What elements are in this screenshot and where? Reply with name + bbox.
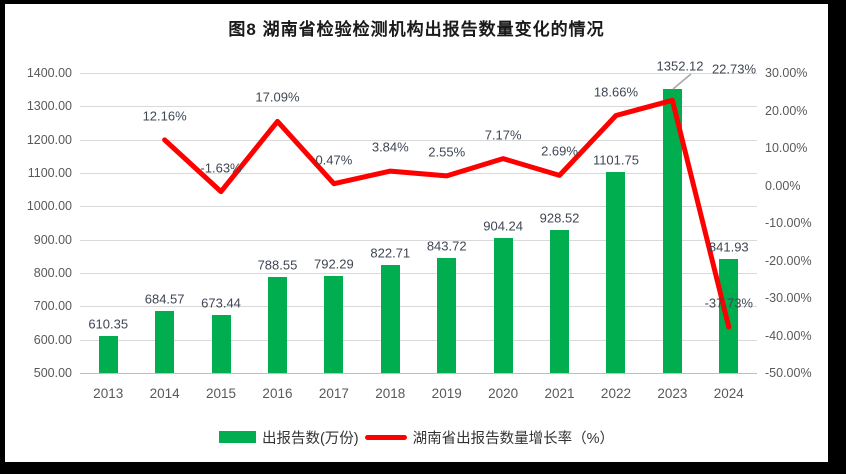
legend-line-label: 湖南省出报告数量增长率（%）: [412, 430, 615, 447]
report-count-bar: [606, 172, 626, 373]
left-axis-tick-label: 800.00: [33, 266, 72, 280]
left-axis-tick-label: 900.00: [33, 232, 72, 247]
left-axis-tick-label: 1200.00: [26, 132, 72, 147]
right-axis-tick-label: -50.00%: [765, 366, 812, 380]
left-axis-tick-label: 1000.00: [26, 199, 72, 214]
growth-rate-label: 12.16%: [142, 108, 187, 124]
bar-value-label: 928.52: [539, 210, 580, 226]
report-count-bar: [719, 259, 739, 373]
bar-value-label: 684.57: [144, 291, 185, 307]
left-axis-tick-label: 500.00: [33, 366, 72, 380]
bar-value-label: 1352.12: [656, 58, 704, 74]
right-axis-tick-label: -20.00%: [765, 253, 812, 268]
gridline: [80, 206, 757, 208]
x-axis-year-label: 2017: [318, 386, 349, 401]
growth-rate-label: 22.73%: [711, 61, 757, 77]
x-axis-year-label: 2013: [93, 386, 124, 401]
legend-bar-label: 出报告数(万份): [261, 430, 359, 447]
x-axis-year-label: 2018: [375, 386, 406, 401]
growth-rate-label: -37.73%: [704, 295, 753, 311]
bar-value-label: 843.72: [426, 238, 467, 254]
report-count-bar: [155, 311, 175, 373]
report-count-bar: [662, 88, 682, 373]
left-axis-tick-label: 1400.00: [26, 66, 72, 80]
bar-value-label: 792.29: [313, 256, 354, 272]
report-count-bar: [211, 315, 231, 373]
x-axis-year-label: 2024: [713, 386, 744, 401]
right-axis-tick-label: 0.00%: [765, 178, 801, 193]
chart-title: 图8 湖南省检验检测机构出报告数量变化的情况: [228, 20, 605, 39]
right-axis-tick-label: 10.00%: [765, 141, 808, 155]
gridline: [80, 373, 757, 374]
report-count-bar: [437, 258, 457, 373]
growth-rate-label: 7.17%: [484, 127, 522, 143]
growth-rate-label: 2.69%: [541, 143, 578, 159]
right-axis-tick-label: -30.00%: [765, 291, 812, 305]
report-count-bar: [550, 230, 570, 373]
x-axis-year-label: 2023: [657, 386, 688, 401]
bar-value-label: 788.55: [257, 257, 298, 273]
data-label-leader-line: [672, 73, 692, 90]
legend: 出报告数(万份) 湖南省出报告数量增长率（%）: [5, 426, 828, 448]
chart-canvas: 图8 湖南省检验检测机构出报告数量变化的情况 1400.00 1300.00 120…: [5, 4, 828, 462]
growth-rate-label: 18.66%: [593, 84, 638, 100]
gridline: [80, 73, 757, 74]
x-axis-year-label: 2019: [431, 386, 462, 401]
left-axis-tick-label: 1300.00: [26, 99, 72, 114]
report-count-bar: [98, 336, 118, 373]
report-count-bar: [380, 265, 400, 373]
x-axis-year-label: 2016: [262, 386, 293, 401]
x-axis-year-label: 2015: [206, 386, 237, 401]
x-axis-year-label: 2022: [600, 386, 631, 401]
bar-value-label: 904.24: [483, 218, 524, 234]
growth-rate-label: 3.84%: [371, 139, 409, 155]
bar-value-label: 841.93: [708, 239, 749, 255]
bar-value-label: 822.71: [370, 245, 411, 261]
legend-line-swatch-icon: [364, 434, 407, 440]
growth-rate-label: 2.55%: [428, 144, 466, 160]
report-count-bar: [493, 238, 513, 373]
bar-value-label: 1101.75: [592, 152, 639, 168]
right-axis-tick-label: 30.00%: [765, 66, 808, 80]
gridline: [80, 273, 757, 274]
growth-rate-label: -1.63%: [200, 160, 242, 176]
legend-bar-swatch-icon: [218, 431, 256, 443]
left-axis-tick-label: 600.00: [33, 332, 72, 347]
x-axis-year-label: 2014: [149, 386, 180, 401]
gridline: [80, 173, 757, 174]
right-axis-tick-label: -10.00%: [765, 216, 812, 230]
right-axis-tick-label: 20.00%: [765, 103, 808, 118]
gridline: [80, 339, 757, 341]
bar-value-label: 673.44: [201, 295, 241, 311]
right-axis-tick-label: -40.00%: [765, 328, 812, 343]
gridline: [80, 106, 757, 108]
bar-value-label: 610.35: [88, 316, 129, 332]
left-axis-tick-label: 1100.00: [27, 166, 72, 180]
x-axis-year-label: 2021: [544, 386, 575, 401]
growth-rate-label: 0.47%: [315, 152, 353, 168]
left-axis-tick-label: 700.00: [33, 299, 72, 314]
report-count-bar: [267, 276, 287, 373]
gridline: [80, 139, 757, 141]
gridline: [80, 239, 757, 241]
growth-rate-label: 17.09%: [255, 89, 300, 105]
report-count-bar: [324, 275, 344, 373]
x-axis-year-label: 2020: [488, 386, 519, 401]
